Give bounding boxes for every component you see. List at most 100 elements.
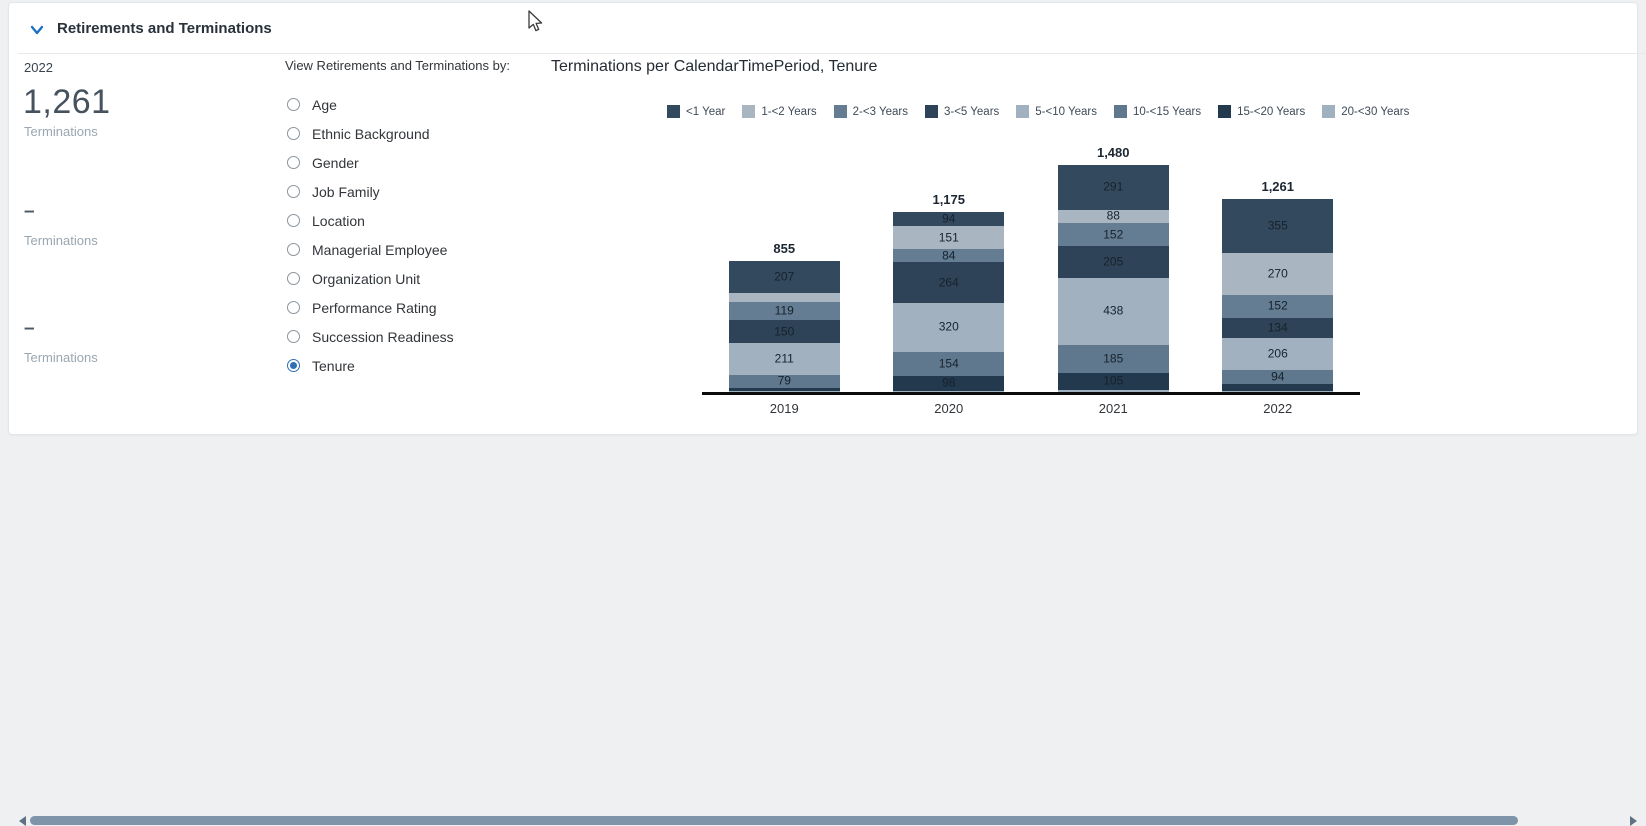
segment-value-label: 264 xyxy=(938,275,959,290)
radio-option-ethnic-background[interactable]: Ethnic Background xyxy=(287,119,454,148)
bar-segment-2-3-years[interactable]: 152 xyxy=(1222,294,1334,318)
radio-unselected-icon[interactable] xyxy=(287,243,300,256)
bar-segment-20-30-years[interactable] xyxy=(1222,390,1334,392)
radio-unselected-icon[interactable] xyxy=(287,214,300,227)
bar-total-label: 1,175 xyxy=(932,191,966,207)
radio-option-age[interactable]: Age xyxy=(287,90,454,119)
radio-unselected-icon[interactable] xyxy=(287,156,300,169)
radio-option-label[interactable]: Location xyxy=(312,212,365,229)
bar-segment-1-year[interactable]: 207 xyxy=(728,260,840,293)
radio-selected-icon[interactable] xyxy=(287,359,300,372)
legend-item-3-5-years[interactable]: 3-<5 Years xyxy=(924,105,1000,118)
legend-item-10-15-years[interactable]: 10-<15 Years xyxy=(1114,105,1201,118)
x-axis-label-2019: 2019 xyxy=(769,401,799,416)
bar-segment-2-3-years[interactable]: 152 xyxy=(1057,223,1169,247)
bar-segment-1-2-years[interactable]: 151 xyxy=(893,226,1005,250)
bar-segment-3-5-years[interactable]: 150 xyxy=(728,320,840,344)
chevron-down-icon[interactable] xyxy=(29,23,45,37)
radio-option-label[interactable]: Age xyxy=(312,96,337,113)
legend-item-1-2-years[interactable]: 1-<2 Years xyxy=(742,105,817,118)
bar-segment-10-15-years[interactable]: 185 xyxy=(1057,345,1169,374)
bar-segment-20-30-years[interactable] xyxy=(728,390,840,392)
bar-total-label: 855 xyxy=(773,240,796,256)
stacked-bar-2020[interactable]: 1,175 94 151 84 264 320 154 98 xyxy=(893,192,1005,392)
radio-option-organization-unit[interactable]: Organization Unit xyxy=(287,264,454,293)
segment-value-label: 84 xyxy=(942,248,956,263)
legend-item-2-3-years[interactable]: 2-<3 Years xyxy=(833,105,908,118)
radio-unselected-icon[interactable] xyxy=(287,185,300,198)
bar-segment-3-5-years[interactable]: 264 xyxy=(893,262,1005,303)
bar-segment-10-15-years[interactable]: 154 xyxy=(893,351,1005,376)
radio-option-managerial-employee[interactable]: Managerial Employee xyxy=(287,235,454,264)
legend-label: 3-<5 Years xyxy=(943,105,1000,118)
bar-total-label: 1,261 xyxy=(1261,178,1295,194)
radio-option-location[interactable]: Location xyxy=(287,206,454,235)
bar-segment-5-10-years[interactable]: 206 xyxy=(1222,338,1334,371)
stacked-bar-plot: 855 207 119 150 211 79 2019 1,175 94 151 84 264 320 1… xyxy=(702,145,1360,416)
legend-label: 20-<30 Years xyxy=(1341,105,1410,118)
segment-value-label: 105 xyxy=(1103,374,1124,389)
bar-segment-1-year[interactable]: 94 xyxy=(893,211,1005,227)
segment-value-label: 438 xyxy=(1103,304,1124,319)
segment-value-label: 205 xyxy=(1103,254,1124,269)
radio-option-label[interactable]: Succession Readiness xyxy=(312,328,454,345)
radio-option-label[interactable]: Gender xyxy=(312,154,359,171)
bar-segment-1-year[interactable]: 355 xyxy=(1222,198,1334,254)
bar-segment-1-2-years[interactable] xyxy=(728,292,840,302)
scroll-right-arrow-icon[interactable] xyxy=(1630,816,1637,826)
bar-segment-10-15-years[interactable]: 94 xyxy=(1222,370,1334,385)
bar-segment-15-20-years[interactable]: 98 xyxy=(893,375,1005,391)
stacked-bar-2021[interactable]: 1,480 291 88 152 205 438 185 105 xyxy=(1057,145,1169,392)
legend-label: 2-<3 Years xyxy=(852,105,908,118)
legend-item-15-20-years[interactable]: 15-<20 Years xyxy=(1218,105,1305,118)
radio-unselected-icon[interactable] xyxy=(287,330,300,343)
bar-segment-15-20-years[interactable]: 105 xyxy=(1057,373,1169,390)
radio-option-label[interactable]: Organization Unit xyxy=(312,270,421,287)
bar-segment-20-30-years[interactable] xyxy=(893,390,1005,392)
radio-option-gender[interactable]: Gender xyxy=(287,148,454,177)
bar-segment-20-30-years[interactable] xyxy=(1057,389,1169,392)
segment-value-label: 94 xyxy=(942,211,956,226)
legend-item-1-year[interactable]: <1 Year xyxy=(667,105,725,118)
radio-option-performance-rating[interactable]: Performance Rating xyxy=(287,293,454,322)
bar-segment-1-2-years[interactable]: 88 xyxy=(1057,209,1169,224)
bar-segment-3-5-years[interactable]: 205 xyxy=(1057,246,1169,278)
bar-segment-1-year[interactable]: 291 xyxy=(1057,164,1169,210)
radio-option-label[interactable]: Job Family xyxy=(312,183,380,200)
kpi-other-value: – xyxy=(24,318,35,339)
radio-option-label[interactable]: Managerial Employee xyxy=(312,241,448,258)
bar-segment-15-20-years[interactable] xyxy=(1222,384,1334,391)
radio-option-job-family[interactable]: Job Family xyxy=(287,177,454,206)
radio-option-succession-readiness[interactable]: Succession Readiness xyxy=(287,322,454,351)
radio-option-label[interactable]: Performance Rating xyxy=(312,299,437,316)
bar-segment-5-10-years[interactable]: 438 xyxy=(1057,277,1169,346)
stacked-bar-2022[interactable]: 1,261 355 270 152 134 206 94 xyxy=(1222,179,1334,392)
bar-segment-2-3-years[interactable]: 84 xyxy=(893,248,1005,263)
segment-value-label: 320 xyxy=(938,320,959,335)
legend-item-20-30-years[interactable]: 20-<30 Years xyxy=(1322,105,1409,118)
bar-segment-15-20-years[interactable] xyxy=(728,387,840,391)
segment-value-label: 88 xyxy=(1106,209,1120,224)
radio-unselected-icon[interactable] xyxy=(287,272,300,285)
bar-segment-5-10-years[interactable]: 211 xyxy=(728,343,840,376)
bar-segment-10-15-years[interactable]: 79 xyxy=(728,374,840,388)
scrollbar-thumb[interactable] xyxy=(30,816,1518,825)
legend-item-5-10-years[interactable]: 5-<10 Years xyxy=(1016,105,1097,118)
scroll-left-arrow-icon[interactable] xyxy=(19,816,26,826)
kpi-retirements-label: Terminations xyxy=(24,233,98,248)
radio-option-label[interactable]: Ethnic Background xyxy=(312,125,430,142)
x-axis-line xyxy=(702,392,1360,395)
radio-unselected-icon[interactable] xyxy=(287,127,300,140)
legend-label: 15-<20 Years xyxy=(1237,105,1306,118)
radio-unselected-icon[interactable] xyxy=(287,301,300,314)
radio-option-label[interactable]: Tenure xyxy=(312,357,355,374)
stacked-bar-2019[interactable]: 855 207 119 150 211 79 xyxy=(728,241,840,392)
horizontal-scrollbar[interactable] xyxy=(8,407,1638,826)
bar-segment-1-2-years[interactable]: 270 xyxy=(1222,253,1334,295)
legend-label: <1 Year xyxy=(686,105,726,118)
bar-segment-2-3-years[interactable]: 119 xyxy=(728,301,840,321)
bar-segment-3-5-years[interactable]: 134 xyxy=(1222,317,1334,339)
bar-segment-5-10-years[interactable]: 320 xyxy=(893,302,1005,352)
radio-unselected-icon[interactable] xyxy=(287,98,300,111)
radio-option-tenure[interactable]: Tenure xyxy=(287,351,454,380)
